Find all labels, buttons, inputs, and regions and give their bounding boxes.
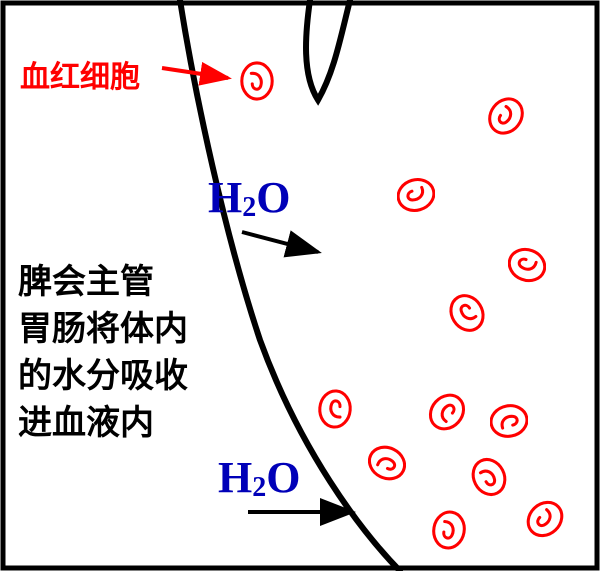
text-line: 胃肠将体内: [18, 307, 188, 354]
red-blood-cell: [430, 509, 468, 551]
red-blood-cell: [238, 60, 276, 102]
red-blood-cell: [508, 244, 546, 286]
explanation-text: 脾会主管胃肠将体内的水分吸收进血液内: [18, 260, 188, 448]
red-blood-cell: [470, 456, 508, 498]
text-line: 脾会主管: [18, 260, 188, 307]
h2o-label: H2O: [218, 452, 300, 503]
h2o-arrow-1: [242, 232, 318, 252]
red-blood-cell: [448, 292, 486, 334]
red-blood-cell: [397, 174, 435, 216]
red-blood-cell: [487, 95, 525, 137]
text-line: 的水分吸收: [18, 354, 188, 401]
red-blood-cell: [428, 391, 466, 433]
red-blood-cell: [316, 388, 354, 430]
h2o-label: H2O: [208, 172, 290, 223]
red-blood-cell: [490, 400, 528, 442]
text-line: 进血液内: [18, 401, 188, 448]
red-blood-cell: [526, 498, 564, 540]
rbc-pointer-arrow: [162, 68, 228, 78]
red-blood-cell: [368, 442, 406, 484]
